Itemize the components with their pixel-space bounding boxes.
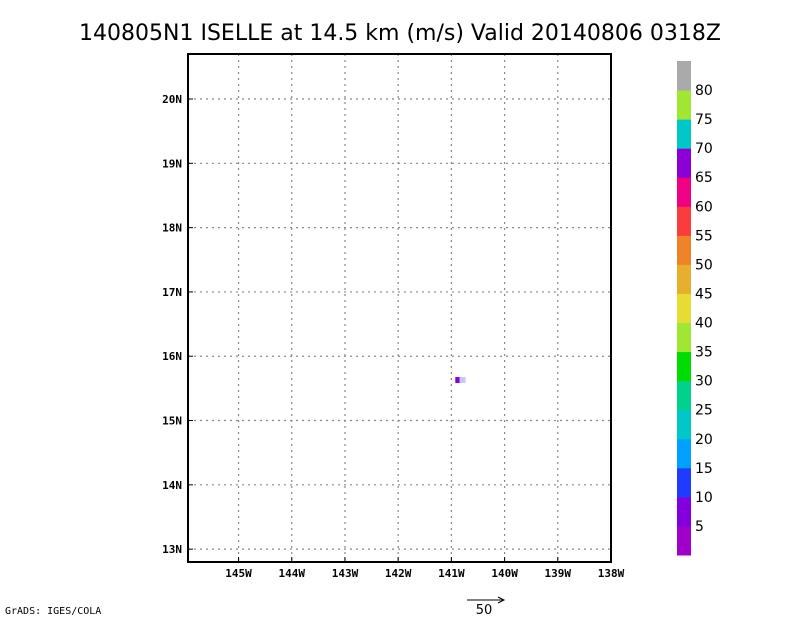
x-tick-label: 145W	[225, 567, 252, 580]
x-tick-label: 141W	[438, 567, 465, 580]
colorbar-swatch	[677, 467, 691, 498]
grid-lines	[188, 54, 612, 562]
x-tick-label: 138W	[598, 567, 625, 580]
colorbar-swatch	[677, 206, 691, 236]
y-tick-label: 18N	[162, 222, 182, 235]
x-tick-label: 143W	[332, 567, 359, 580]
colorbar-swatch	[677, 90, 691, 120]
reference-vector-label: 50	[476, 603, 493, 618]
x-tick-label: 140W	[491, 567, 518, 580]
colorbar-label: 5	[695, 519, 704, 535]
y-tick-label: 14N	[162, 479, 182, 492]
colorbar-label: 70	[695, 141, 713, 157]
colorbar-label: 65	[695, 170, 713, 186]
y-tick-label: 13N	[162, 543, 182, 556]
colorbar-swatch	[677, 264, 691, 294]
y-tick-label: 16N	[162, 350, 182, 363]
colorbar-swatch	[677, 235, 691, 265]
colorbar: 5 10 15 20 25 30 35 40 45 50 55 60 65 70 75 80	[677, 61, 713, 556]
colorbar-swatch	[677, 119, 691, 149]
colorbar-swatch	[677, 293, 691, 324]
colorbar-label: 20	[695, 432, 713, 448]
x-tick-label: 139W	[545, 567, 572, 580]
plot-frame	[187, 53, 612, 563]
colorbar-swatch	[677, 322, 691, 353]
colorbar-swatch	[677, 409, 691, 440]
wind-speed-cell	[455, 377, 462, 384]
data-points	[455, 377, 466, 384]
colorbar-label: 15	[695, 461, 713, 477]
colorbar-swatch	[677, 438, 691, 469]
y-tick-label: 15N	[162, 415, 182, 428]
y-tick-label: 20N	[162, 93, 182, 106]
colorbar-swatch	[677, 525, 691, 556]
chart-title: 140805N1 ISELLE at 14.5 km (m/s) Valid 2…	[79, 21, 721, 46]
colorbar-label: 50	[695, 257, 713, 273]
colorbar-swatch	[677, 177, 691, 207]
vector-reference: 50	[467, 596, 506, 618]
colorbar-swatch	[677, 380, 691, 411]
reference-arrow-head	[497, 596, 506, 604]
colorbar-label: 80	[695, 83, 713, 99]
x-tick-label: 142W	[385, 567, 412, 580]
colorbar-label: 25	[695, 403, 713, 419]
colorbar-label: 40	[695, 316, 713, 332]
colorbar-label: 10	[695, 490, 713, 506]
colorbar-swatch	[677, 148, 691, 178]
colorbar-label: 55	[695, 228, 713, 244]
colorbar-swatch	[677, 351, 691, 382]
wind-speed-cell	[459, 377, 466, 384]
colorbar-label: 45	[695, 286, 713, 302]
y-axis-ticks: 13N 14N 15N 16N 17N 18N 19N 20N	[162, 93, 193, 556]
colorbar-label: 35	[695, 345, 713, 361]
colorbar-label: 30	[695, 374, 713, 390]
y-tick-label: 19N	[162, 157, 182, 170]
x-tick-label: 144W	[279, 567, 306, 580]
colorbar-swatch	[677, 61, 691, 91]
colorbar-swatch	[677, 496, 691, 527]
colorbar-label: 75	[695, 112, 713, 128]
colorbar-label: 60	[695, 199, 713, 215]
y-tick-label: 17N	[162, 286, 182, 299]
x-axis-ticks: 145W 144W 143W 142W 141W 140W 139W 138W	[225, 557, 625, 580]
grads-credit: GrADS: IGES/COLA	[5, 606, 101, 617]
